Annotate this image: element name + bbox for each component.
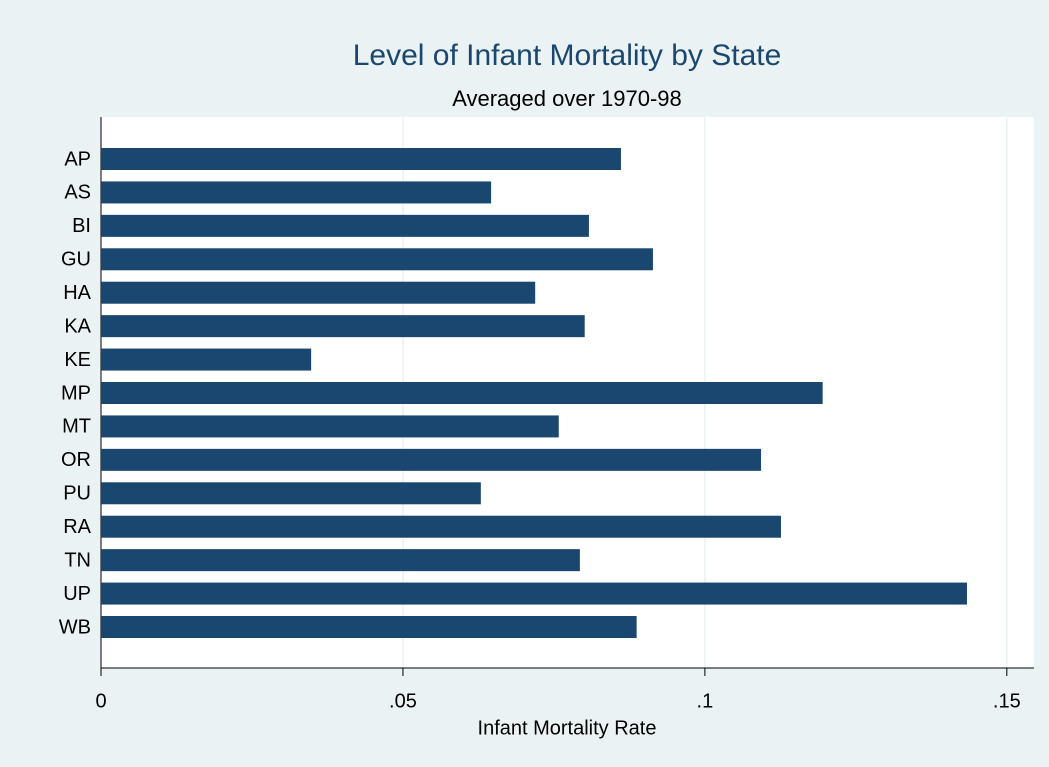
x-tick-label: 0 bbox=[95, 690, 106, 712]
bar bbox=[101, 448, 762, 471]
y-tick-label: KE bbox=[64, 349, 91, 371]
bar bbox=[101, 348, 312, 371]
bar bbox=[101, 148, 621, 170]
x-tick-label: .1 bbox=[697, 690, 714, 712]
bar bbox=[101, 482, 481, 505]
bar bbox=[101, 549, 580, 572]
y-tick-label: AS bbox=[64, 182, 91, 204]
y-tick-label: BI bbox=[72, 215, 91, 237]
bar bbox=[101, 582, 967, 605]
bar bbox=[101, 281, 536, 304]
bar bbox=[101, 515, 781, 538]
y-tick-label: RA bbox=[63, 516, 91, 538]
bar bbox=[101, 415, 559, 438]
y-tick-label: AP bbox=[64, 148, 91, 170]
bar bbox=[101, 382, 823, 404]
y-tick-label: WB bbox=[59, 616, 91, 638]
bar bbox=[101, 248, 653, 271]
x-tick-label: .05 bbox=[389, 690, 417, 712]
chart-subtitle: Averaged over 1970-98 bbox=[452, 86, 682, 111]
y-tick-label: UP bbox=[63, 583, 91, 605]
y-tick-label: MT bbox=[62, 416, 91, 438]
y-tick-label: GU bbox=[61, 249, 91, 271]
y-tick-label: PU bbox=[63, 483, 91, 505]
bar bbox=[101, 214, 589, 237]
y-tick-label: KA bbox=[64, 315, 91, 337]
bar bbox=[101, 315, 585, 338]
y-tick-label: TN bbox=[64, 549, 91, 571]
y-tick-label: OR bbox=[61, 449, 91, 471]
x-tick-label: .15 bbox=[993, 690, 1021, 712]
bar bbox=[101, 181, 492, 204]
y-tick-label: HA bbox=[63, 282, 91, 304]
x-axis-label: Infant Mortality Rate bbox=[478, 717, 657, 739]
chart-title: Level of Infant Mortality by State bbox=[353, 39, 782, 72]
bar bbox=[101, 616, 637, 638]
y-tick-label: MP bbox=[61, 382, 91, 404]
